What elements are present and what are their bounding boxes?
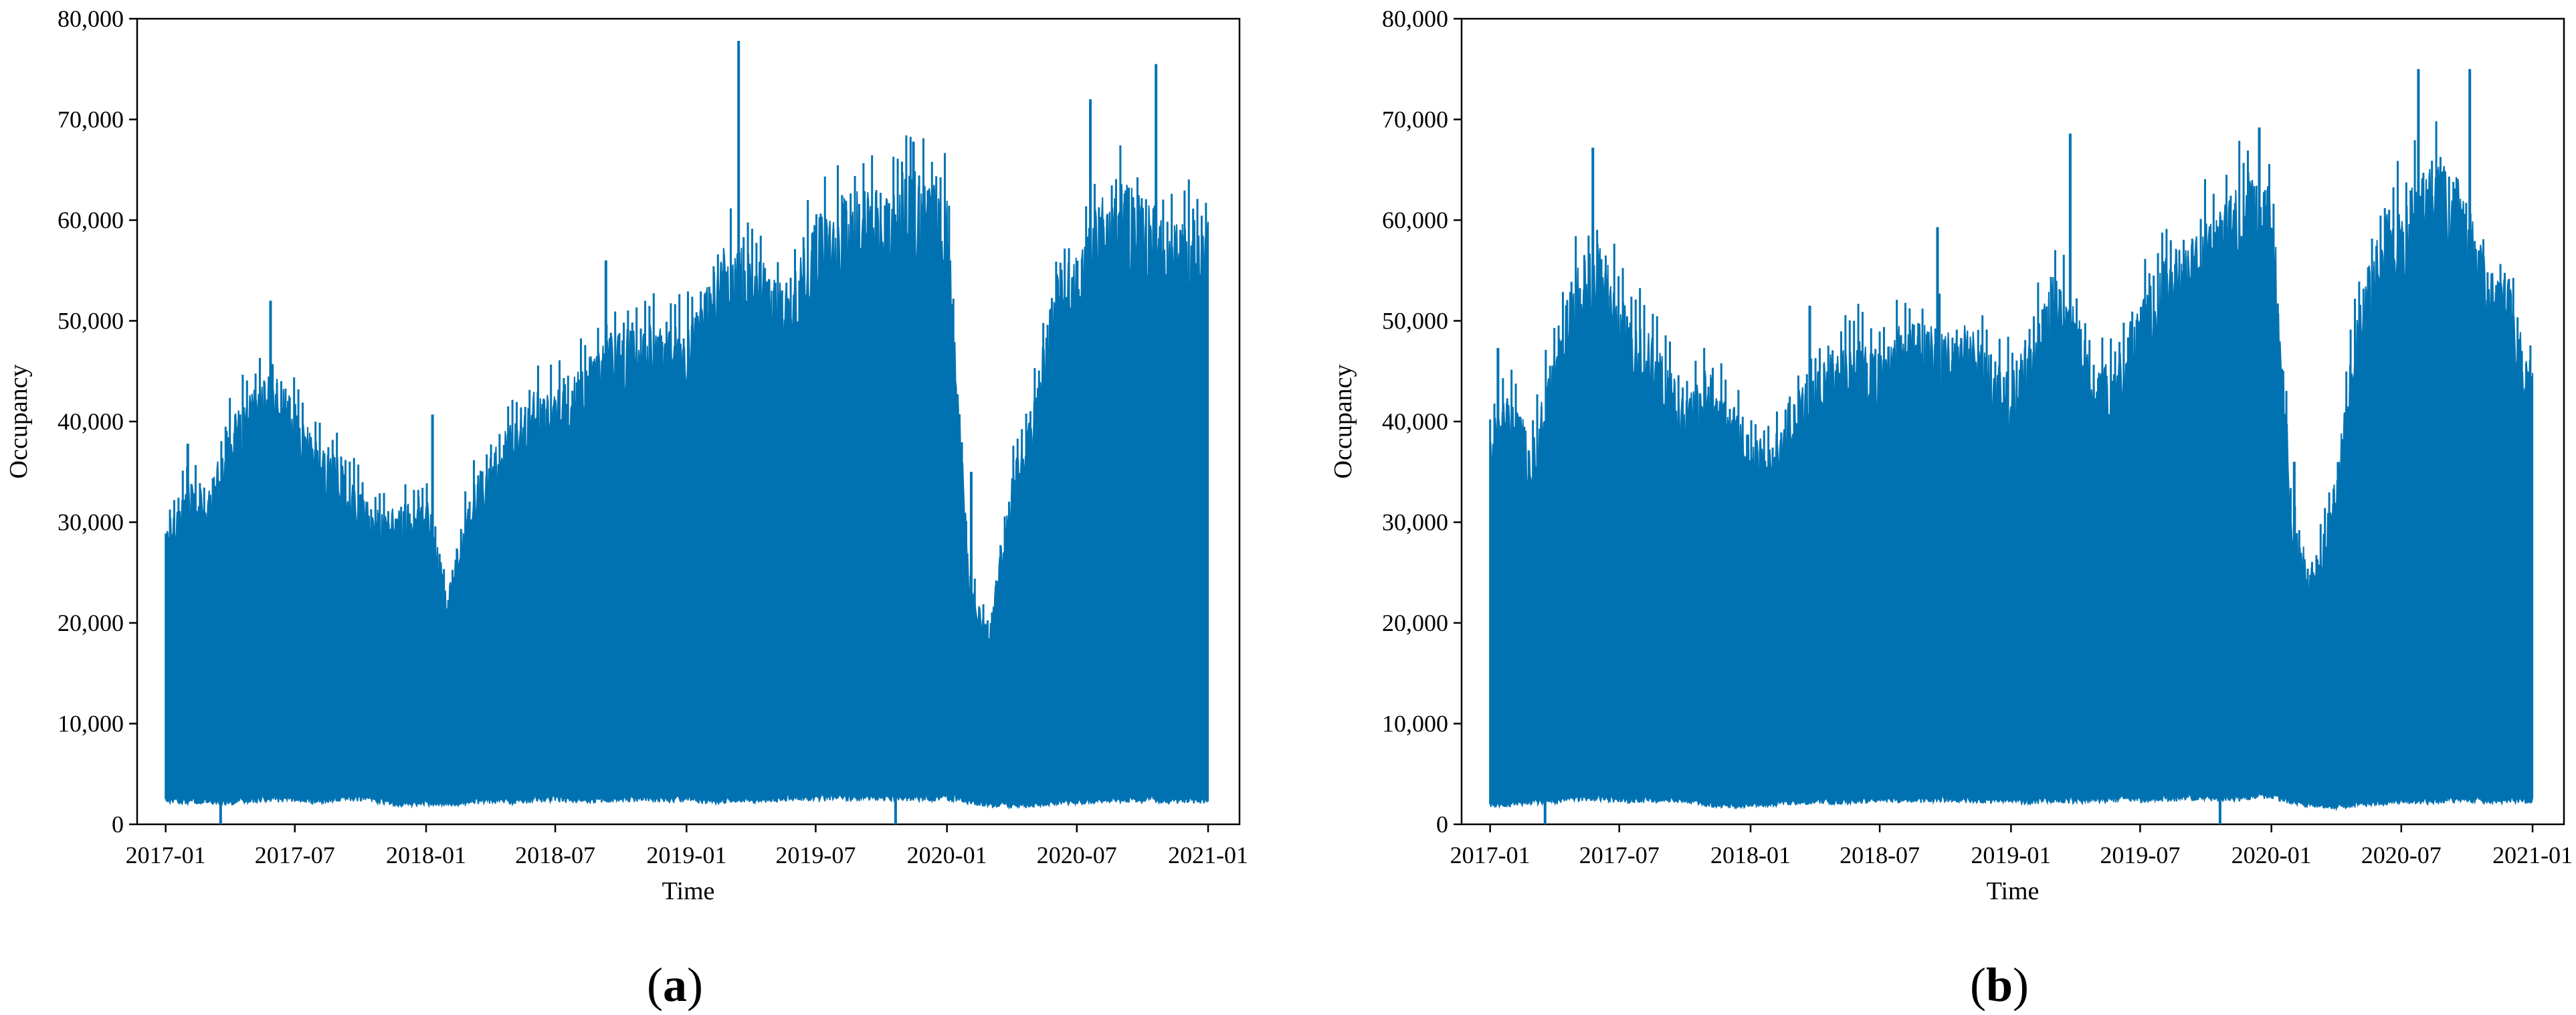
y-tick-label-a: 40,000 (58, 408, 124, 435)
x-axis-ticks-a: 2017-01 2017-07 2018-01 2018-07 2019-01 2019-… (126, 824, 1248, 868)
y-tick-label-a: 60,000 (58, 207, 124, 234)
x-tick-label-a: 2019-01 (646, 842, 726, 868)
y-axis-ticks-b: 0 10,000 20,000 30,000 40,000 50,000 60,000 70,… (1382, 5, 1462, 838)
chart-panel-a: 0 10,000 20,000 30,000 40,000 50,000 60,000 70,… (5, 5, 1248, 1012)
y-tick-label-b: 50,000 (1382, 308, 1448, 335)
x-axis-ticks-b: 2017-01 2017-07 2018-01 2018-07 2019-01 2019-… (1450, 824, 2573, 868)
x-tick-label-b: 2017-01 (1450, 842, 1530, 868)
y-tick-label-b: 30,000 (1382, 509, 1448, 536)
x-tick-label-a: 2017-01 (126, 842, 206, 868)
x-axis-label-b: Time (1987, 877, 2040, 905)
x-tick-label-b: 2018-07 (1840, 842, 1920, 868)
series-layer-b (1489, 69, 2534, 824)
y-axis-label-a: Occupancy (5, 365, 33, 479)
y-tick-label-b: 20,000 (1382, 610, 1448, 636)
x-tick-label-a: 2017-07 (255, 842, 335, 868)
x-tick-label-a: 2020-07 (1037, 842, 1117, 868)
y-axis-ticks-a: 0 10,000 20,000 30,000 40,000 50,000 60,000 70,… (58, 5, 137, 838)
panel-label-a: (a) (647, 958, 703, 1012)
y-tick-label-a: 80,000 (58, 5, 124, 32)
series-layer-a (165, 41, 1209, 824)
chart-panel-b: 0 10,000 20,000 30,000 40,000 50,000 60,000 70,… (1329, 5, 2573, 1012)
y-tick-label-a: 70,000 (58, 106, 124, 133)
x-tick-label-a: 2018-01 (386, 842, 466, 868)
y-tick-label-a: 30,000 (58, 509, 124, 536)
x-tick-label-b: 2019-07 (2100, 842, 2180, 868)
x-tick-label-a: 2020-01 (907, 842, 987, 868)
x-tick-label-b: 2020-01 (2232, 842, 2312, 868)
y-tick-label-a: 50,000 (58, 308, 124, 335)
x-axis-label-a: Time (662, 877, 715, 905)
x-tick-label-a: 2019-07 (775, 842, 856, 868)
y-tick-label-a: 10,000 (58, 711, 124, 737)
y-tick-label-b: 80,000 (1382, 5, 1448, 32)
y-tick-label-b: 70,000 (1382, 106, 1448, 133)
y-axis-label-b: Occupancy (1329, 365, 1357, 479)
y-tick-label-a: 20,000 (58, 610, 124, 636)
x-tick-label-a: 2021-01 (1168, 842, 1248, 868)
x-tick-label-b: 2019-01 (1971, 842, 2051, 868)
y-tick-label-a: 0 (112, 811, 124, 838)
y-tick-label-b: 10,000 (1382, 711, 1448, 737)
x-tick-label-b: 2021-01 (2492, 842, 2573, 868)
x-tick-label-b: 2017-07 (1579, 842, 1660, 868)
x-tick-label-b: 2018-01 (1710, 842, 1791, 868)
x-tick-label-a: 2018-07 (515, 842, 595, 868)
panel-label-b: (b) (1970, 958, 2029, 1012)
x-tick-label-b: 2020-07 (2361, 842, 2442, 868)
y-tick-label-b: 60,000 (1382, 207, 1448, 234)
y-tick-label-b: 40,000 (1382, 408, 1448, 435)
y-tick-label-b: 0 (1436, 811, 1448, 838)
